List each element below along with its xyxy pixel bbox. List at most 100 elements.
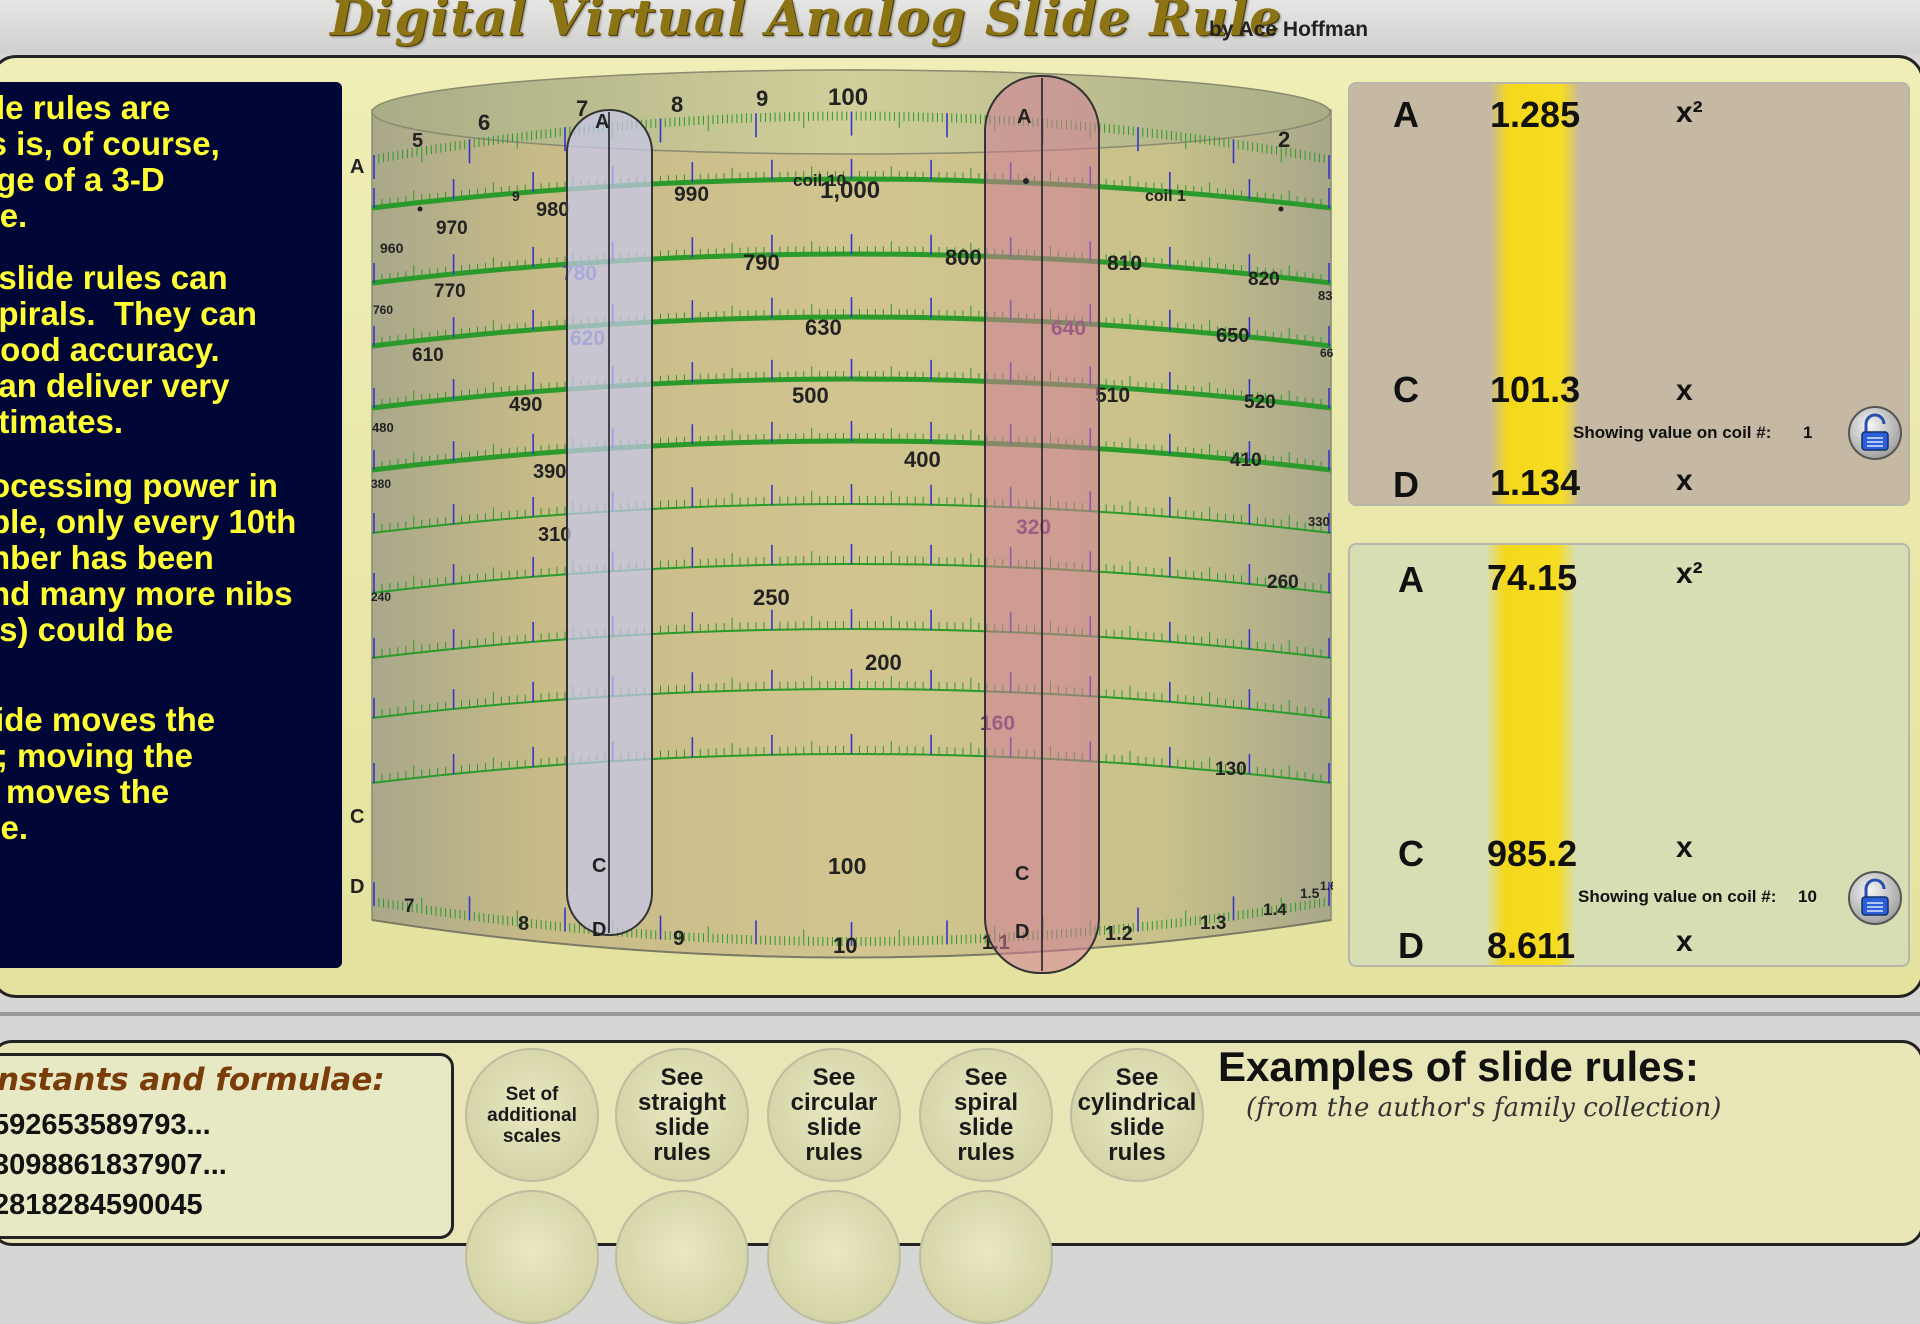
constant-value: 2818284590045 — [0, 1189, 203, 1221]
button-label: See circular slide rules — [790, 1064, 878, 1166]
examples-title: Examples of slide rules: — [1218, 1043, 1699, 1090]
ring-label: 500 — [792, 383, 829, 408]
readout-panel-1: A 1.285 x² C 101.3 x Showing value on co… — [1348, 82, 1910, 506]
cursor-letter: A — [595, 111, 609, 133]
info-paragraph: l slide rules are This is, of course, im… — [0, 89, 220, 234]
scale-letter-d: D — [350, 876, 365, 898]
ring-label: 400 — [904, 447, 941, 472]
divider — [0, 1012, 1920, 1016]
ring-label: 650 — [1216, 325, 1249, 347]
bottom-label: 7 — [404, 896, 415, 917]
bottom-label: 1.4 — [1263, 900, 1287, 919]
ring-label: 480 — [372, 420, 394, 435]
ring-label: 380 — [371, 477, 391, 491]
ring-label: 800 — [945, 245, 982, 270]
cursor-letter: A — [1017, 106, 1031, 128]
circle-button-partial[interactable] — [615, 1190, 749, 1324]
lock-button[interactable] — [1848, 871, 1902, 925]
function-label: x² — [1676, 557, 1703, 590]
cylindrical-slide-rule[interactable]: 5 6 7 8 9 100 2 coil 10 1,000 coil 1 9 9… — [370, 60, 1333, 985]
constant-value: 3098861837907... — [0, 1149, 227, 1181]
ring-label: 790 — [743, 250, 780, 275]
function-label: x — [1676, 374, 1693, 407]
cursor-letter: C — [1015, 863, 1029, 885]
bottom-label: 8 — [518, 913, 529, 935]
function-label: x — [1676, 464, 1693, 497]
readout-value: 8.611 — [1487, 925, 1576, 966]
straight-slide-rules-button[interactable]: See straight slide rules — [615, 1048, 749, 1182]
scale-label: A — [1393, 94, 1419, 135]
circle-button-partial[interactable] — [465, 1190, 599, 1324]
ring-label: 660 — [1320, 346, 1333, 360]
info-paragraph: e slide moves the line; moving the line … — [0, 701, 216, 846]
cursor-right[interactable]: A C D — [984, 75, 1100, 974]
coil-value: 1,000 — [820, 177, 880, 204]
top-label: 5 — [412, 130, 423, 152]
ring-label: 310 — [538, 524, 571, 546]
coil-label: coil 1 — [1145, 188, 1186, 205]
ring-label: 490 — [509, 394, 542, 416]
constant-value: 592653589793... — [0, 1109, 211, 1141]
readout-value: 985.2 — [1487, 833, 1578, 874]
spiral-slide-rules-button[interactable]: See spiral slide rules — [919, 1048, 1053, 1182]
constants-panel: nstants and formulae: 592653589793... 30… — [0, 1053, 454, 1239]
top-label: 7 — [576, 96, 588, 121]
scale-label: C — [1398, 833, 1424, 874]
ring-label: 610 — [412, 345, 444, 366]
examples-subtitle: (from the author's family collection) — [1246, 1093, 1722, 1123]
coil-caption: Showing value on coil #: — [1578, 887, 1777, 906]
unlock-icon — [1861, 878, 1889, 916]
bottom-label: 9 — [673, 927, 685, 950]
readout-value: 74.15 — [1487, 557, 1578, 598]
readout-value: 1.285 — [1490, 94, 1581, 135]
info-panel[interactable]: l slide rules are This is, of course, im… — [0, 82, 342, 968]
info-paragraph: ocessing power in ble, only every 10th n… — [0, 467, 297, 648]
scale-label: A — [1398, 559, 1424, 600]
ring-label: 630 — [805, 315, 842, 340]
ring-label: 760 — [373, 303, 393, 317]
readout-panel-2: A 74.15 x² C 985.2 x Showing value on co… — [1348, 543, 1910, 967]
additional-scales-button[interactable]: Set of additional scales — [465, 1048, 599, 1182]
button-label: See straight slide rules — [637, 1064, 726, 1166]
top-label: 100 — [828, 84, 868, 111]
cursor-left[interactable]: A C D — [566, 109, 653, 941]
app-title: Digital Virtual Analog Slide Rule — [330, 0, 1282, 47]
bottom-label: 1.6 — [1320, 879, 1333, 893]
ring-label: 520 — [1244, 392, 1276, 413]
title-bar: Digital Virtual Analog Slide Rule by Ace… — [0, 0, 1920, 54]
ring-label: 960 — [380, 240, 404, 256]
bottom-label: 1.3 — [1200, 913, 1226, 934]
scale-label: C — [1393, 369, 1419, 410]
ring-label: 260 — [1267, 572, 1299, 593]
unlock-icon — [1861, 413, 1889, 451]
cylindrical-slide-rules-button[interactable]: See cylindrical slide rules — [1070, 1048, 1204, 1182]
ring-label: 970 — [436, 218, 468, 239]
bottom-label: 1.2 — [1105, 923, 1133, 945]
bottom-label: 10 — [833, 933, 857, 958]
top-label: 9 — [756, 86, 768, 111]
circle-button-partial[interactable] — [767, 1190, 901, 1324]
ring-label: 980 — [536, 199, 569, 221]
ring-label: 200 — [865, 650, 902, 675]
ring-label: 240 — [371, 590, 391, 604]
coil-number: 1 — [1803, 423, 1813, 442]
bottom-label: 1.5 — [1300, 885, 1320, 901]
button-label: Set of additional scales — [487, 1083, 577, 1147]
circle-button-partial[interactable] — [919, 1190, 1053, 1324]
ring-label: 9 — [512, 188, 520, 204]
function-label: x² — [1676, 96, 1703, 129]
scale-label: D — [1393, 464, 1419, 505]
ring-label: 250 — [753, 585, 790, 610]
ring-label: 410 — [1230, 450, 1262, 471]
readout-highlight — [1486, 545, 1576, 965]
readout-value: 1.134 — [1490, 462, 1581, 503]
coil-number: 10 — [1798, 887, 1817, 906]
bottom-label: 100 — [828, 853, 866, 879]
circular-slide-rules-button[interactable]: See circular slide rules — [767, 1048, 901, 1182]
readout-highlight — [1490, 84, 1580, 504]
lock-button[interactable] — [1848, 406, 1902, 460]
constants-title: nstants and formulae: — [0, 1062, 385, 1098]
function-label: x — [1676, 831, 1693, 864]
ring-label: 810 — [1107, 252, 1142, 275]
